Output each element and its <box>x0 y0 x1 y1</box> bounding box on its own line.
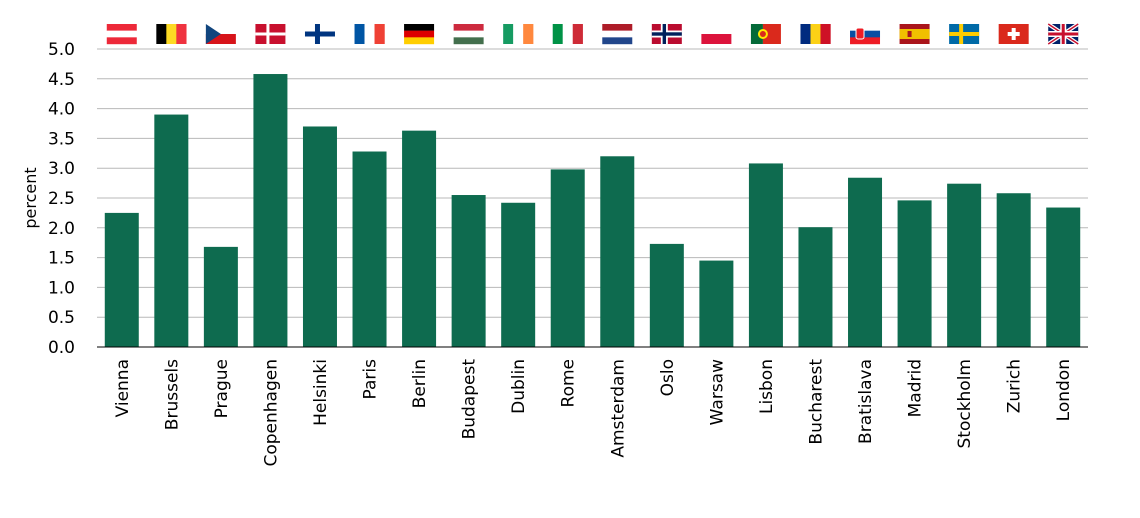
finland-flag-icon <box>304 24 335 44</box>
y-tick-label: 2.0 <box>48 219 75 239</box>
bar-zurich <box>996 193 1031 347</box>
y-tick-label: 0.0 <box>48 338 75 358</box>
bar-dublin <box>501 202 536 347</box>
x-tick-label: Dublin <box>509 359 529 414</box>
bar-vienna <box>104 212 139 347</box>
y-tick-label: 2.5 <box>48 189 75 209</box>
ireland-flag-icon <box>503 24 534 44</box>
poland-flag-icon <box>701 24 732 44</box>
bar-bratislava <box>848 177 883 347</box>
y-tick-label: 0.5 <box>48 308 75 328</box>
bars <box>104 74 1081 348</box>
y-axis-label: percent <box>21 167 40 228</box>
bar-bucharest <box>798 227 833 347</box>
x-tick-label: Stockholm <box>955 359 975 449</box>
germany-flag-icon <box>404 24 435 45</box>
bar-berlin <box>402 130 437 347</box>
x-tick-label: London <box>1054 359 1074 421</box>
y-tick-label: 4.5 <box>48 70 75 90</box>
bar-madrid <box>897 200 932 347</box>
denmark-flag-icon <box>255 24 286 44</box>
norway-flag-icon <box>651 24 682 44</box>
spain-flag-icon <box>899 24 930 44</box>
x-tick-label: Budapest <box>460 359 480 440</box>
bar-stockholm <box>947 183 982 347</box>
italy-flag-icon <box>552 24 583 44</box>
x-tick-label: Amsterdam <box>608 359 628 458</box>
portugal-flag-icon <box>750 24 781 44</box>
x-tick-label: Copenhagen <box>261 359 281 467</box>
france-flag-icon <box>354 24 385 44</box>
sweden-flag-icon <box>949 24 980 44</box>
x-tick-label: Vienna <box>113 359 133 417</box>
y-tick-label: 3.5 <box>48 129 75 149</box>
y-tick-label: 1.5 <box>48 249 75 269</box>
y-tick-labels: 0.0 0.5 1.0 1.5 2.0 2.5 3.0 3.5 4.0 4.5 5.0 <box>48 40 75 358</box>
bar-paris <box>352 151 387 347</box>
x-tick-label: Prague <box>212 359 232 418</box>
netherlands-flag-icon <box>602 24 633 45</box>
bar-lisbon <box>748 163 783 347</box>
x-tick-label: Helsinki <box>311 359 331 426</box>
x-tick-label: Bucharest <box>806 359 826 445</box>
x-tick-label: Berlin <box>410 359 430 408</box>
bar-oslo <box>649 243 684 347</box>
x-tick-label: Rome <box>559 359 579 407</box>
x-tick-label: Oslo <box>658 359 678 396</box>
x-tick-label: Warsaw <box>707 359 727 425</box>
bar-prague <box>203 246 238 347</box>
x-tick-label: Lisbon <box>757 359 777 414</box>
x-tick-label: Zurich <box>1005 359 1025 413</box>
y-tick-label: 3.0 <box>48 159 75 179</box>
x-tick-label: Paris <box>361 359 381 400</box>
bar-london <box>1046 207 1081 347</box>
czechia-flag-icon <box>205 24 236 44</box>
bar-helsinki <box>302 126 337 347</box>
bar-rome <box>550 169 585 347</box>
y-tick-label: 4.0 <box>48 100 75 120</box>
bar-copenhagen <box>253 74 288 348</box>
austria-flag-icon <box>106 24 137 45</box>
united-kingdom-flag-icon <box>1047 22 1080 46</box>
bar-warsaw <box>699 260 734 347</box>
flag-row <box>106 22 1080 46</box>
x-tick-label: Bratislava <box>856 359 876 444</box>
romania-flag-icon <box>800 24 831 44</box>
bar-amsterdam <box>600 156 635 347</box>
x-tick-label: Brussels <box>162 359 182 430</box>
gridlines <box>97 48 1088 318</box>
belgium-flag-icon <box>156 24 187 44</box>
switzerland-flag-icon <box>998 24 1029 44</box>
bar-budapest <box>451 195 486 347</box>
y-tick-label: 1.0 <box>48 278 75 298</box>
bar-brussels <box>154 114 189 347</box>
y-tick-label: 5.0 <box>48 40 75 60</box>
x-tick-label: Madrid <box>906 359 926 417</box>
slovakia-flag-icon <box>850 24 881 45</box>
hungary-flag-icon <box>453 24 484 45</box>
x-tick-labels: Vienna Brussels Prague Copenhagen Helsinki Pa… <box>113 359 1074 467</box>
